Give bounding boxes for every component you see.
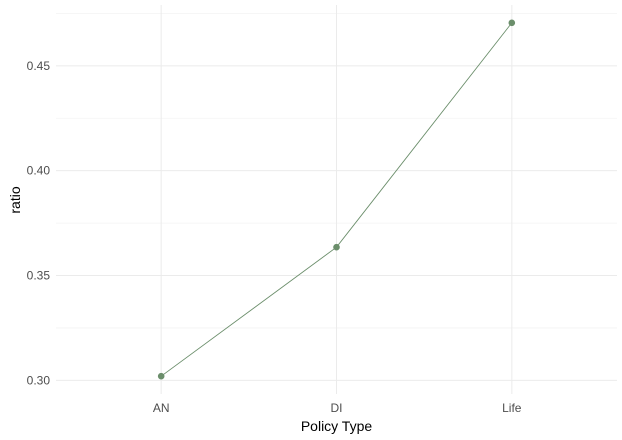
y-tick-label: 0.45	[27, 59, 51, 73]
x-tick-label: AN	[153, 401, 170, 415]
x-axis-title: Policy Type	[301, 418, 373, 434]
grid	[56, 5, 617, 394]
y-tick-label: 0.30	[27, 373, 51, 387]
series-layer	[157, 19, 516, 380]
data-point	[157, 372, 165, 380]
data-point	[333, 243, 340, 251]
y-axis-ticks: 0.30 0.35 0.40 0.45	[27, 59, 51, 388]
x-tick-label: Life	[502, 401, 522, 415]
x-tick-label: DI	[331, 401, 343, 415]
y-axis-title: ratio	[7, 186, 23, 213]
y-tick-label: 0.40	[27, 164, 51, 178]
y-tick-label: 0.35	[27, 269, 51, 283]
x-axis-ticks: AN DI Life	[153, 401, 522, 415]
data-point	[508, 19, 516, 27]
